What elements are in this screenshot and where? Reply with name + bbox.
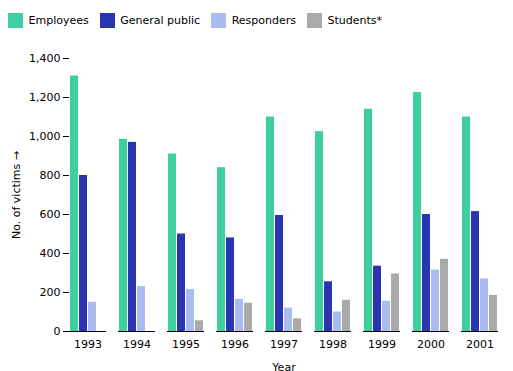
html-text:Responders: Responders <box>231 14 296 27</box>
svg-text:1997: 1997 <box>270 338 298 351</box>
svg-text:1998: 1998 <box>319 338 347 351</box>
html-text:General public: General public <box>120 14 201 27</box>
svg-text:1994: 1994 <box>123 338 151 351</box>
svg-text:2000: 2000 <box>417 338 445 351</box>
svg-text:0: 0 <box>54 325 61 338</box>
svg-text:1,200: 1,200 <box>29 91 61 104</box>
svg-text:200: 200 <box>40 286 61 299</box>
svg-text:1993: 1993 <box>74 338 102 351</box>
svg-text:1996: 1996 <box>221 338 249 351</box>
svg-text:1,400: 1,400 <box>29 52 61 65</box>
svg-text:400: 400 <box>40 247 61 260</box>
svg-text:No. of victims →: No. of victims → <box>10 151 23 239</box>
html-text:Employees: Employees <box>28 14 89 27</box>
html-text:Students*: Students* <box>327 14 383 27</box>
svg-text:800: 800 <box>40 169 61 182</box>
svg-text:1,000: 1,000 <box>29 130 61 143</box>
svg-text:2001: 2001 <box>466 338 494 351</box>
svg-text:600: 600 <box>40 208 61 221</box>
svg-text:1999: 1999 <box>368 338 396 351</box>
svg-text:Year: Year <box>271 360 296 371</box>
svg-text:1995: 1995 <box>172 338 200 351</box>
